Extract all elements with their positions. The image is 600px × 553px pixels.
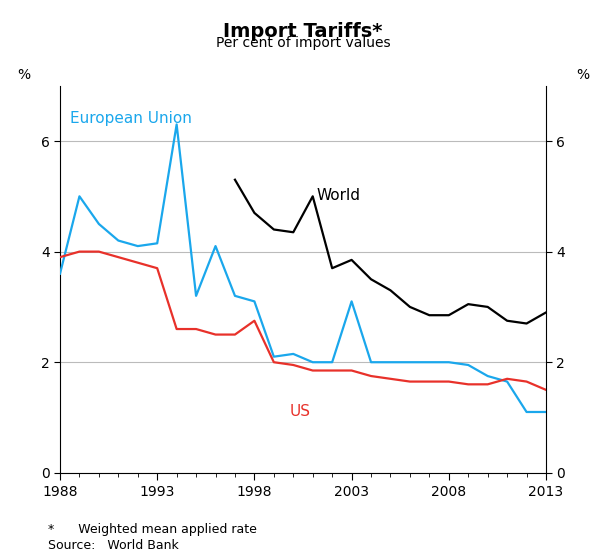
Text: Import Tariffs*: Import Tariffs* (223, 22, 383, 41)
Text: Source:   World Bank: Source: World Bank (48, 539, 179, 552)
Text: %: % (17, 68, 30, 82)
Title: Per cent of import values: Per cent of import values (215, 36, 391, 50)
Text: *      Weighted mean applied rate: * Weighted mean applied rate (48, 523, 257, 536)
Text: European Union: European Union (70, 111, 191, 126)
Text: US: US (289, 404, 310, 419)
Text: World: World (317, 188, 361, 203)
Text: %: % (576, 68, 589, 82)
